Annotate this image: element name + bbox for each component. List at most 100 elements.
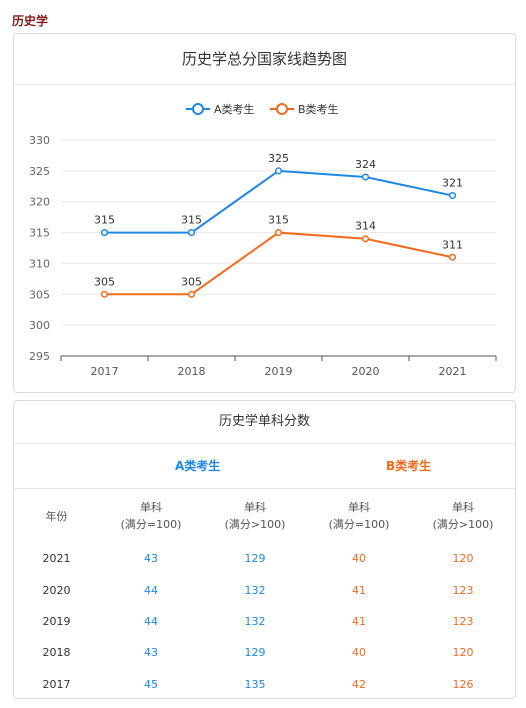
x-axis: 2017 2018 2019 2020 2021: [60, 355, 497, 378]
data-label: 305: [181, 275, 202, 288]
y-tick-label: 305: [29, 288, 50, 301]
table-row: 2018 43 129 40 120: [14, 637, 515, 668]
x-tick-label: 2017: [91, 365, 119, 378]
table-header-row: 年份 单科 (满分=100) 单科 (满分>100) 单科 (满分=100) 单科 (满分>10…: [14, 489, 515, 543]
chart-legend[interactable]: A类考生 B类考生: [186, 102, 339, 116]
column-header-line1: 单科: [348, 501, 370, 514]
column-header-line1: 单科: [140, 501, 162, 514]
legend-label: A类考生: [214, 102, 255, 116]
group-b-label: B类考生: [386, 459, 432, 473]
legend-item-b[interactable]: B类考生: [270, 102, 339, 116]
cell-b2: 123: [452, 614, 474, 628]
column-header: 单科 (满分=100): [307, 489, 411, 543]
y-tick-label: 300: [29, 319, 50, 332]
data-label: 315: [94, 214, 115, 227]
cell-a2: 132: [244, 614, 266, 628]
data-point: [187, 290, 196, 298]
cell-a2: 135: [244, 677, 266, 691]
x-tick-label: 2021: [439, 365, 467, 378]
cell-b2: 120: [452, 552, 474, 566]
y-tick-label: 295: [29, 350, 50, 363]
series-a: 315 315 325 324 321: [94, 152, 463, 237]
y-tick-label: 310: [29, 257, 50, 270]
column-header: 单科 (满分>100): [203, 489, 307, 543]
y-tick-label: 320: [29, 196, 50, 209]
data-point: [448, 191, 457, 200]
column-header-line1: 年份: [45, 509, 68, 523]
cell-b1: 42: [352, 677, 366, 691]
y-tick-label: 330: [29, 134, 50, 147]
column-header-line2: (满分>100): [432, 518, 494, 531]
cell-a2: 132: [244, 583, 266, 597]
column-header: 单科 (满分=100): [99, 489, 203, 543]
cell-a1: 43: [144, 646, 158, 660]
data-point: [187, 229, 196, 237]
cell-a1: 44: [144, 583, 158, 597]
cell-year: 2017: [42, 677, 71, 691]
trend-chart-card: 历史学总分国家线趋势图 A类考生 B类考生 295 300 305 310 315 320 3…: [13, 33, 516, 393]
cell-b2: 123: [452, 583, 474, 597]
table-row: 2021 43 129 40 120: [14, 543, 515, 574]
cell-a1: 43: [144, 552, 158, 566]
data-label: 305: [94, 275, 115, 288]
y-tick-label: 315: [29, 227, 50, 240]
column-header-line2: (满分=100): [328, 518, 390, 531]
data-point: [100, 229, 109, 237]
data-point: [361, 173, 370, 181]
data-label: 311: [442, 238, 463, 251]
cell-year: 2020: [42, 583, 71, 597]
y-axis: 295 300 305 310 315 320 325 330: [29, 134, 50, 363]
data-point: [100, 290, 109, 298]
score-table: 年份 单科 (满分=100) 单科 (满分>100) 单科 (满分=100) 单科 (满分>10…: [14, 489, 515, 700]
data-label: 324: [355, 158, 376, 171]
cell-b1: 40: [352, 646, 366, 660]
chart-series: 315 315 325 324 321 305 305 315 314 311: [94, 152, 463, 298]
x-tick-label: 2018: [178, 365, 206, 378]
column-header-line2: (满分>100): [224, 518, 286, 531]
cell-year: 2021: [42, 552, 71, 566]
cell-year: 2019: [42, 614, 71, 628]
x-tick-label: 2020: [352, 365, 380, 378]
legend-item-a[interactable]: A类考生: [186, 102, 255, 116]
data-point: [274, 167, 283, 175]
column-header: 年份: [14, 489, 99, 543]
data-label: 325: [268, 152, 289, 165]
data-label: 315: [268, 214, 289, 227]
cell-b1: 41: [352, 583, 366, 597]
legend-marker: [276, 103, 288, 115]
column-header: 单科 (满分>100): [411, 489, 515, 543]
table-row: 2019 44 132 41 123: [14, 606, 515, 637]
cell-b2: 126: [452, 677, 474, 691]
data-point: [274, 229, 283, 237]
cell-b1: 41: [352, 614, 366, 628]
data-point: [361, 235, 370, 243]
column-header-line1: 单科: [244, 501, 266, 514]
cell-a2: 129: [244, 552, 266, 566]
chart-title: 历史学总分国家线趋势图: [14, 34, 515, 85]
table-body: 2021 43 129 40 120 2020 44 132 41 123 2019 44 132 41 1…: [14, 543, 515, 700]
series-b: 305 305 315 314 311: [94, 214, 463, 298]
legend-label: B类考生: [298, 102, 339, 116]
cell-a2: 129: [244, 646, 266, 660]
data-label: 314: [355, 220, 376, 233]
section-heading: 历史学: [12, 14, 49, 28]
y-tick-label: 325: [29, 165, 50, 178]
data-label: 321: [442, 177, 463, 190]
score-table-card: 历史学单科分数 A类考生 B类考生 年份 单科 (满分=100) 单科 (满分>100)…: [13, 400, 516, 699]
group-a-label: A类考生: [175, 459, 221, 473]
data-point: [448, 253, 457, 261]
table-row: 2020 44 132 41 123: [14, 574, 515, 605]
column-header-line1: 单科: [452, 501, 474, 514]
cell-year: 2018: [42, 646, 71, 660]
table-title: 历史学单科分数: [14, 401, 515, 444]
x-tick-label: 2019: [265, 365, 293, 378]
cell-a1: 45: [144, 677, 158, 691]
legend-marker: [192, 103, 204, 115]
cell-a1: 44: [144, 614, 158, 628]
column-header-line2: (满分=100): [120, 518, 182, 531]
cell-b1: 40: [352, 552, 366, 566]
data-label: 315: [181, 214, 202, 227]
table-row: 2017 45 135 42 126: [14, 669, 515, 700]
cell-b2: 120: [452, 646, 474, 660]
